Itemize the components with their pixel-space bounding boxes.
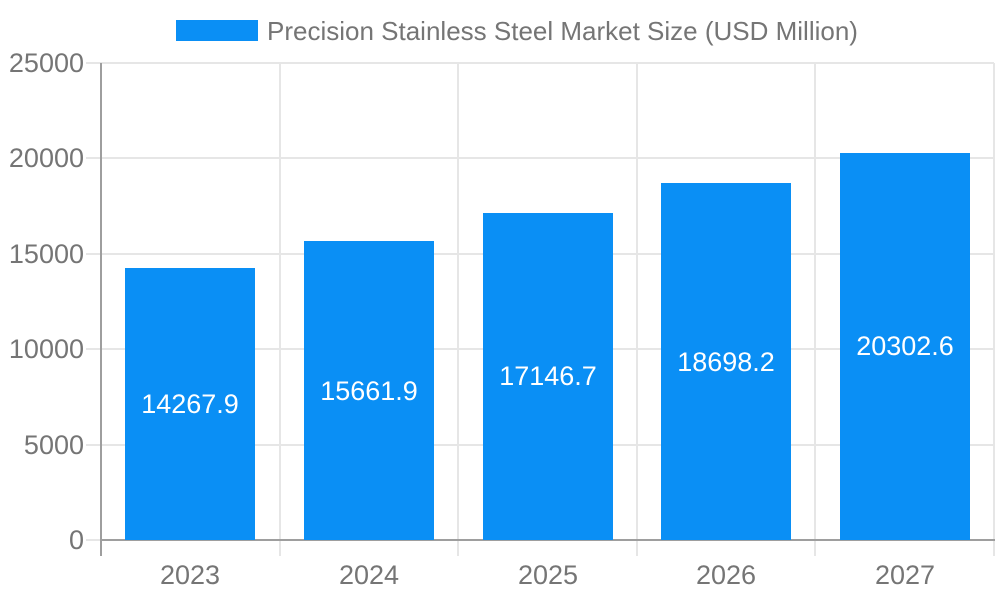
y-axis-label: 5000: [23, 429, 84, 460]
y-axis-label: 15000: [8, 238, 84, 269]
x-gridline: [278, 63, 281, 556]
y-gridline: [101, 62, 994, 64]
bar[interactable]: [304, 241, 434, 540]
y-tick: [86, 443, 101, 446]
y-tick: [86, 157, 101, 160]
bar-value-label: 15661.9: [320, 376, 418, 406]
x-axis-label: 2024: [338, 560, 400, 590]
y-axis-label: 25000: [8, 48, 84, 78]
y-axis-label: 10000: [8, 334, 84, 365]
x-gridline: [814, 63, 817, 556]
bar[interactable]: [125, 268, 255, 540]
legend-swatch: [176, 20, 258, 41]
x-gridline: [635, 63, 638, 556]
y-tick: [86, 252, 101, 255]
y-gridline: [101, 157, 994, 160]
bar[interactable]: [661, 183, 791, 540]
bar-value-label: 14267.9: [141, 389, 239, 419]
y-axis-label: 20000: [8, 143, 84, 174]
x-gridline: [993, 63, 995, 556]
x-gridline: [457, 63, 460, 556]
x-axis-label: 2027: [874, 560, 936, 590]
y-axis-label: 0: [68, 525, 84, 555]
y-axis-line: [100, 63, 102, 556]
y-tick: [86, 62, 101, 64]
legend-label: Precision Stainless Steel Market Size (U…: [267, 15, 858, 46]
bar-value-label: 17146.7: [499, 361, 597, 391]
chart-legend: Precision Stainless Steel Market Size (U…: [176, 15, 858, 46]
x-axis-label: 2023: [159, 560, 221, 590]
x-axis-label: 2026: [695, 560, 757, 590]
x-axis-label: 2025: [517, 560, 579, 590]
bar-value-label: 18698.2: [677, 347, 775, 377]
x-axis-line: [100, 539, 995, 541]
y-tick: [86, 348, 101, 351]
bar[interactable]: [483, 213, 613, 540]
bar[interactable]: [840, 153, 970, 540]
y-tick: [86, 539, 101, 541]
bar-value-label: 20302.6: [856, 331, 954, 361]
